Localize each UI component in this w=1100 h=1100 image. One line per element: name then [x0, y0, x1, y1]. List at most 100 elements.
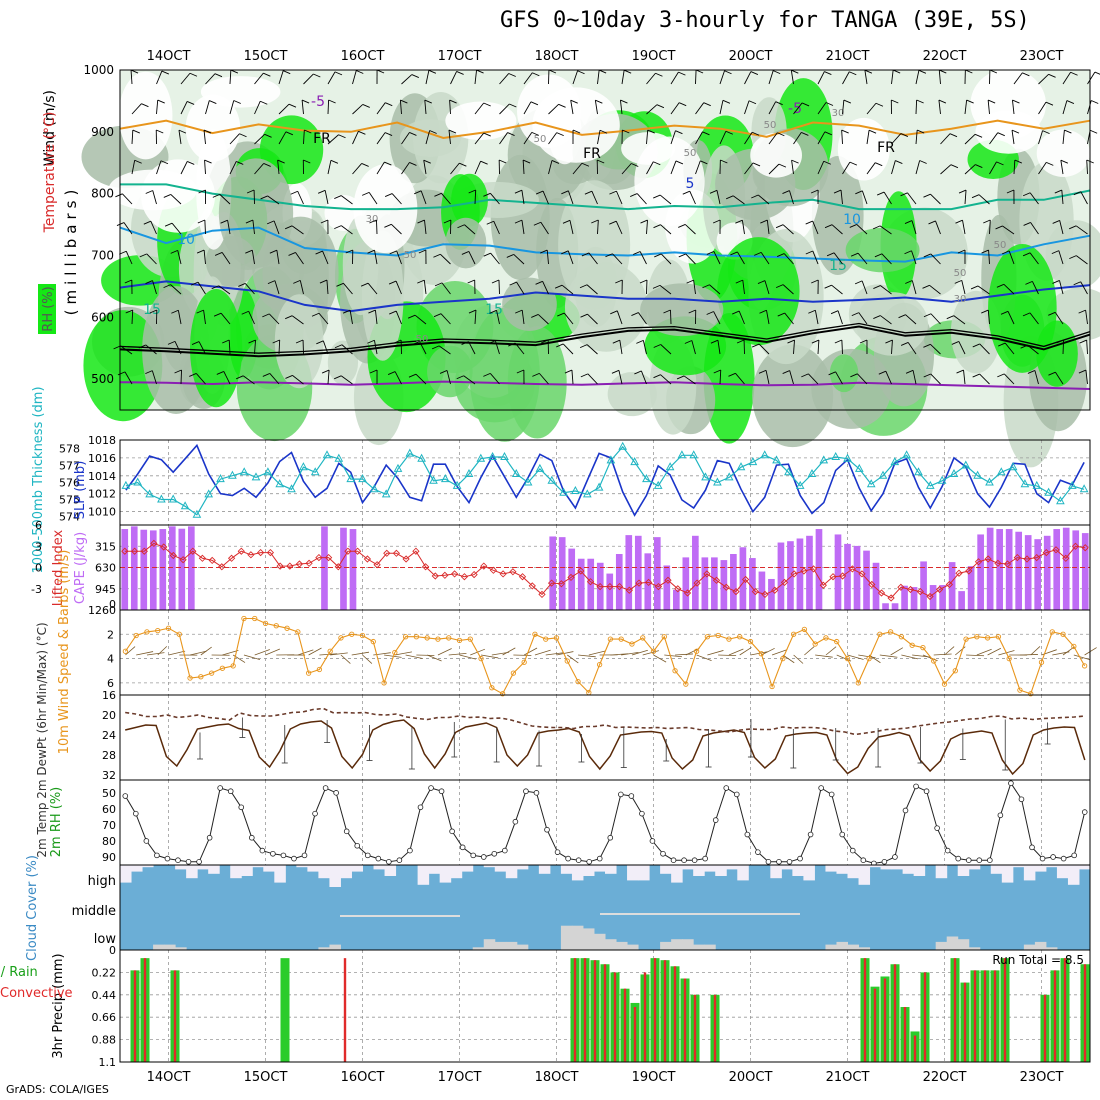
wind-barb-feather: [706, 311, 714, 315]
wind-barb-feather: [317, 189, 326, 194]
wind-barb: [180, 161, 188, 175]
lifted-index-point: [887, 594, 895, 602]
wind10m-barb: [125, 646, 136, 656]
wind-barb: [352, 163, 363, 175]
wind-barb-feather: [923, 343, 931, 348]
wind-barb: [419, 341, 427, 355]
cloud-high-bar: [627, 865, 639, 881]
wind-speed-point: [672, 668, 678, 674]
precip-convective-bar: [653, 958, 657, 1062]
lifted-index-point: [1081, 544, 1089, 552]
wind-barb-feather: [923, 193, 931, 198]
wind-barb: [646, 220, 648, 235]
wind-barb: [879, 225, 892, 235]
wind-barb: [930, 343, 941, 355]
wind10m-barb: [631, 649, 648, 656]
cloud-high-bar: [494, 865, 507, 872]
wind-barb-feather: [1000, 310, 1009, 315]
wind-speed-point: [198, 674, 204, 680]
x-tick-label-bottom: 21OCT: [826, 1070, 870, 1085]
isotherm-15: [120, 183, 1091, 211]
cape-bar: [672, 589, 680, 610]
wind-speed-point: [284, 625, 290, 631]
isotherm-label: -5: [788, 101, 802, 117]
lifted-index-point: [189, 547, 197, 555]
wind-barb-feather: [875, 102, 884, 107]
wind-barb-feather: [854, 280, 863, 285]
wind-barb: [911, 250, 917, 265]
temp-label: 2m Temp 2m DewPt (6hr Min/Max) (°C): [35, 622, 49, 857]
wind10m-barb: [675, 653, 693, 656]
rh-point: [702, 855, 708, 862]
cloud-high-bar: [593, 865, 606, 872]
wind-barb: [1059, 280, 1064, 295]
precip-convective-bar: [693, 994, 697, 1062]
wind-barb-feather: [622, 129, 630, 134]
lifted-index-point: [703, 570, 711, 578]
lifted-index-point: [402, 555, 410, 563]
wind-barb: [616, 190, 623, 205]
wind-barb-feather: [439, 370, 448, 374]
rh-contour-label: 50: [954, 268, 967, 279]
wind-barb: [156, 160, 162, 175]
cape-bar: [977, 534, 984, 610]
wind10m-label: 10m Wind Speed & Barbs (m/s): [57, 550, 72, 755]
cloud-low-bar: [1045, 947, 1058, 950]
cloud-low-bar: [605, 939, 617, 950]
thickness-point: [299, 462, 308, 471]
rh-shade-blob: [717, 237, 800, 346]
wind-speed-point: [349, 631, 355, 637]
wind-speed-point: [435, 636, 441, 642]
wind-barb-feather: [434, 192, 442, 197]
wind-barb-feather: [423, 159, 431, 164]
wind-barb-feather: [923, 313, 932, 318]
rh-tick-label: 90: [102, 851, 116, 864]
wind-barb-feather: [246, 189, 255, 194]
precip-convective-bar: [143, 958, 147, 1062]
cloud-high-bar: [175, 865, 187, 870]
wind-barb: [597, 130, 601, 145]
cape-bar: [815, 529, 823, 610]
isotherm--5: [119, 380, 1091, 390]
pressure-tick-label: 1000: [83, 63, 114, 77]
cloud-high-bar: [307, 865, 319, 872]
wind-barb: [646, 161, 654, 175]
wind-barb-feather: [688, 309, 696, 314]
wind-barb: [790, 70, 794, 85]
wind-barb-feather: [850, 252, 859, 257]
wind-barb-feather: [334, 225, 342, 230]
wind-barb-feather: [362, 104, 370, 108]
lifted-index-point: [984, 555, 992, 563]
wind-speed-point: [489, 685, 495, 691]
wind-speed-point: [133, 632, 139, 639]
wind-speed-point: [747, 638, 754, 645]
wind-speed-point: [521, 659, 527, 665]
wind-barb: [548, 103, 559, 115]
wind-barb: [546, 250, 549, 265]
wind-barb: [131, 103, 142, 115]
dewpoint-line: [125, 707, 1085, 736]
wind-barb: [291, 315, 304, 325]
wind10m-barb: [362, 654, 373, 664]
wind-barb-feather: [971, 194, 980, 199]
wind-barb-feather: [728, 372, 736, 377]
cape-bar: [853, 545, 861, 610]
wind-barb-feather: [824, 224, 833, 229]
precip-convective-bar: [583, 958, 587, 1062]
wind-barb-feather: [138, 344, 147, 349]
rh-point: [807, 831, 814, 838]
cloud-high-bar: [439, 865, 452, 883]
wind-barb-feather: [900, 342, 909, 346]
rh-shade-blob: [829, 354, 859, 393]
rh-point: [248, 834, 255, 841]
wind-barb-feather: [874, 253, 883, 258]
wind-speed-point: [327, 648, 333, 654]
wind-barb-feather: [143, 220, 151, 225]
wind-barb-feather: [198, 189, 206, 194]
wind-barb-feather: [1068, 225, 1077, 230]
wind-barb-feather: [393, 339, 402, 344]
thickness-point: [689, 450, 699, 459]
wind-barb-feather: [533, 221, 542, 226]
wind-barb-feather: [1066, 100, 1075, 104]
wind-speed-point: [155, 627, 161, 634]
